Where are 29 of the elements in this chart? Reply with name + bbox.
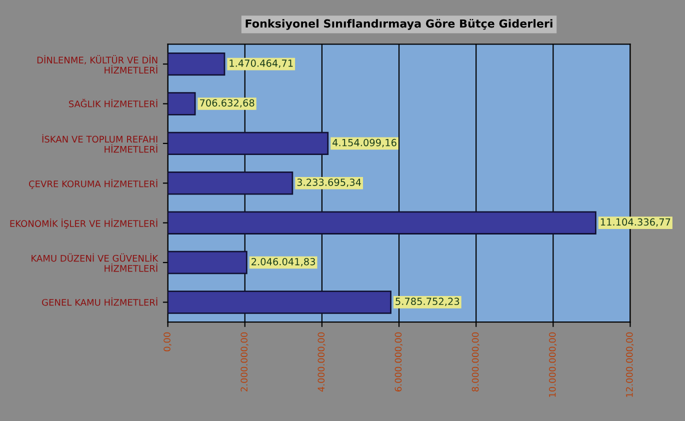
- data-label: 4.154.099,16: [332, 138, 396, 148]
- bar: [168, 172, 294, 195]
- y-tick-label: KAMU DÜZENİ VE GÜVENLİK HİZMETLERİ: [32, 253, 158, 272]
- bar: [168, 250, 248, 274]
- y-tick-label: DİNLENME, KÜLTÜR VE DİN HİZMETLERİ: [37, 55, 158, 74]
- x-tick-label: 2.000.000,00: [240, 332, 248, 392]
- data-label: 3.233.695,34: [297, 178, 361, 187]
- x-tick-label: 12.000.000,00: [626, 332, 634, 397]
- y-tick-label: EKONOMİK İŞLER VE HİZMETLERİ: [10, 218, 158, 229]
- data-label: 11.104.336,77: [600, 218, 670, 227]
- y-tick-label: ÇEVRE KORUMA HİZMETLERİ: [29, 178, 158, 189]
- x-tick-label: 10.000.000,00: [548, 332, 557, 397]
- y-tick-label: SAĞLIK HİZMETLERİ: [68, 98, 158, 108]
- y-tick-label: GENEL KAMU HİZMETLERİ: [42, 297, 158, 306]
- data-label: 5.785.752,23: [396, 298, 460, 306]
- data-label: 706.632,68: [200, 99, 254, 108]
- x-tick-label: 6.000.000,00: [394, 332, 403, 392]
- data-label: 1.470.464,71: [230, 60, 293, 68]
- bar: [168, 132, 329, 156]
- y-tick-label: İSKAN VE TOPLUM REFAHI HİZMETLERİ: [42, 134, 158, 153]
- bar: [168, 290, 392, 314]
- data-label: 2.046.041,83: [252, 258, 315, 266]
- x-tick-label: 4.000.000,00: [318, 332, 326, 392]
- chart-title: Fonksiyonel Sınıflandırmaya Göre Bütçe Giderleri: [246, 18, 552, 30]
- bar: [168, 211, 596, 234]
- bar: [168, 92, 196, 116]
- x-tick-label: 8.000.000,00: [472, 332, 480, 392]
- bar: [168, 52, 226, 76]
- x-tick-label: 0,00: [164, 332, 172, 352]
